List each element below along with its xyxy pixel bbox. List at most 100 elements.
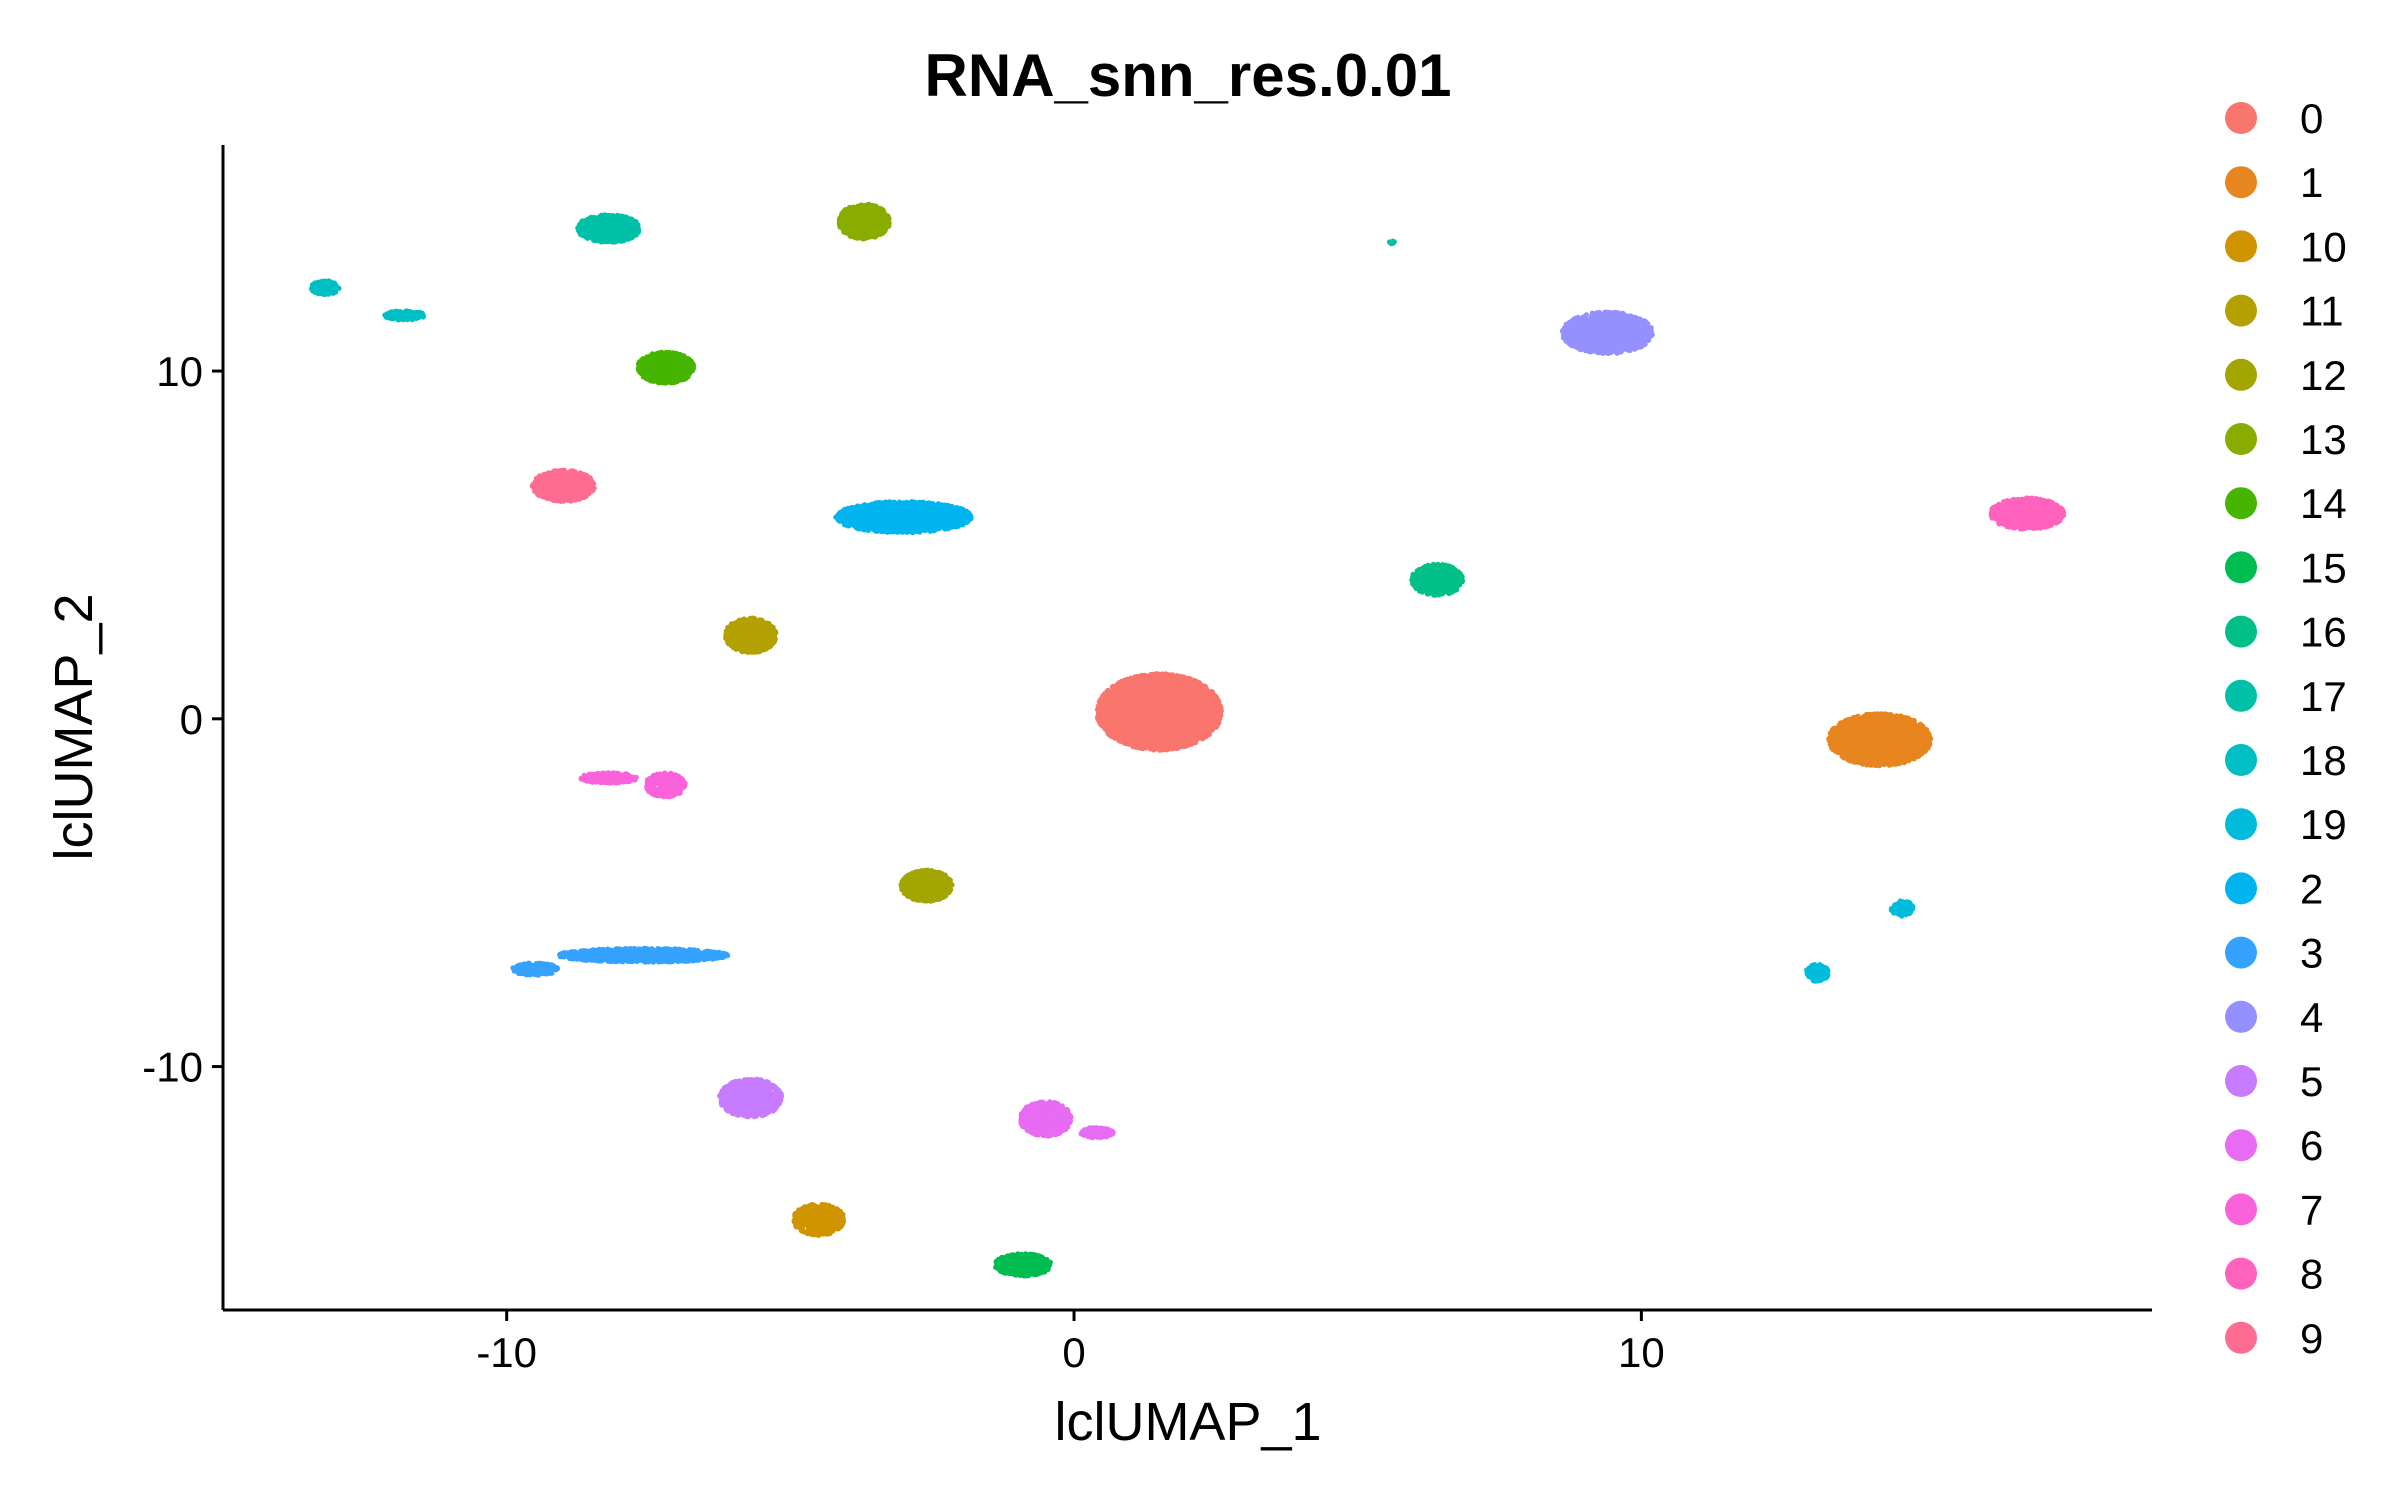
data-point xyxy=(1125,715,1131,721)
data-point xyxy=(1103,723,1109,730)
data-point xyxy=(1133,739,1139,745)
data-point xyxy=(1138,736,1144,742)
cluster-1-0 xyxy=(1826,711,1934,769)
data-point xyxy=(1151,747,1157,753)
data-point xyxy=(1156,735,1162,741)
data-point xyxy=(1197,718,1203,724)
data-point xyxy=(1125,728,1131,734)
data-point xyxy=(1193,722,1199,729)
data-point xyxy=(1195,705,1201,711)
data-point xyxy=(1144,723,1150,729)
data-point xyxy=(1150,719,1156,725)
data-point xyxy=(1199,726,1205,732)
data-point xyxy=(1109,710,1115,716)
data-point xyxy=(1181,674,1187,680)
data-point xyxy=(1211,694,1218,700)
data-point xyxy=(1112,719,1118,725)
data-point xyxy=(1109,696,1115,702)
data-point xyxy=(1144,735,1150,741)
data-point xyxy=(1119,726,1125,732)
data-point xyxy=(1184,707,1190,713)
data-point xyxy=(1162,739,1168,745)
data-point xyxy=(1159,722,1165,728)
data-point xyxy=(1111,725,1117,731)
data-point xyxy=(1191,691,1197,697)
data-point xyxy=(1142,673,1148,679)
data-point xyxy=(1170,738,1176,744)
data-point xyxy=(1207,725,1213,731)
data-point xyxy=(1201,683,1207,689)
data-point xyxy=(1114,706,1120,712)
data-point xyxy=(1164,673,1170,679)
data-point xyxy=(1200,699,1206,705)
data-point xyxy=(1129,740,1135,746)
data-point xyxy=(1165,703,1171,709)
data-point xyxy=(1187,725,1193,731)
data-point xyxy=(1150,679,1156,685)
data-point xyxy=(1178,687,1184,693)
data-point xyxy=(1158,708,1164,714)
data-point xyxy=(1206,691,1212,697)
data-point xyxy=(1122,739,1128,745)
data-point xyxy=(1135,693,1141,699)
data-point xyxy=(1157,742,1163,748)
data-point xyxy=(1133,700,1139,707)
data-point xyxy=(1100,696,1107,702)
data-point xyxy=(1126,681,1133,687)
data-point xyxy=(1108,703,1114,709)
data-point xyxy=(1122,700,1128,706)
data-point xyxy=(1156,696,1162,702)
data-point xyxy=(1138,728,1144,734)
data-point xyxy=(1170,743,1176,749)
scatter-points xyxy=(308,201,2067,1279)
data-point xyxy=(1132,679,1138,685)
data-point xyxy=(1095,716,1101,722)
data-point xyxy=(1151,707,1157,713)
data-point xyxy=(1205,710,1211,717)
data-point xyxy=(1105,687,1111,693)
data-point xyxy=(1168,731,1174,738)
data-point xyxy=(1184,694,1190,700)
data-point xyxy=(1117,716,1123,722)
data-point xyxy=(1187,715,1193,721)
data-point xyxy=(1171,701,1177,707)
data-point xyxy=(1176,699,1182,705)
data-point xyxy=(1155,730,1161,736)
data-point xyxy=(1102,702,1108,709)
data-point xyxy=(1214,701,1220,708)
data-point xyxy=(1145,739,1151,746)
data-point xyxy=(1187,676,1193,682)
data-point xyxy=(1180,718,1186,724)
data-point xyxy=(1193,683,1199,689)
data-point xyxy=(1142,695,1148,702)
data-point xyxy=(1186,682,1192,688)
data-point xyxy=(1164,717,1170,723)
data-point xyxy=(1165,712,1171,718)
data-point xyxy=(1128,722,1134,728)
data-point xyxy=(1129,695,1135,701)
data-point xyxy=(1191,718,1197,724)
data-point xyxy=(1151,672,1157,678)
data-point xyxy=(1139,708,1145,715)
data-point xyxy=(1163,747,1170,753)
data-point xyxy=(1177,738,1183,744)
data-point xyxy=(1133,719,1139,725)
data-point xyxy=(1178,709,1184,715)
data-point xyxy=(1147,690,1153,696)
chart-title: RNA_snn_res.0.01 xyxy=(925,42,1452,109)
data-point xyxy=(1142,718,1148,725)
data-point xyxy=(1170,675,1176,681)
data-point xyxy=(1199,692,1205,698)
data-point xyxy=(1146,700,1152,707)
data-point xyxy=(1139,690,1146,696)
data-point xyxy=(1152,701,1158,707)
data-point xyxy=(1112,687,1118,694)
data-point xyxy=(1185,699,1191,705)
data-point xyxy=(1166,697,1172,703)
data-point xyxy=(1204,702,1211,708)
data-point xyxy=(1107,717,1113,723)
data-point xyxy=(1170,720,1176,726)
data-point xyxy=(1213,723,1219,729)
data-point xyxy=(1149,723,1155,730)
